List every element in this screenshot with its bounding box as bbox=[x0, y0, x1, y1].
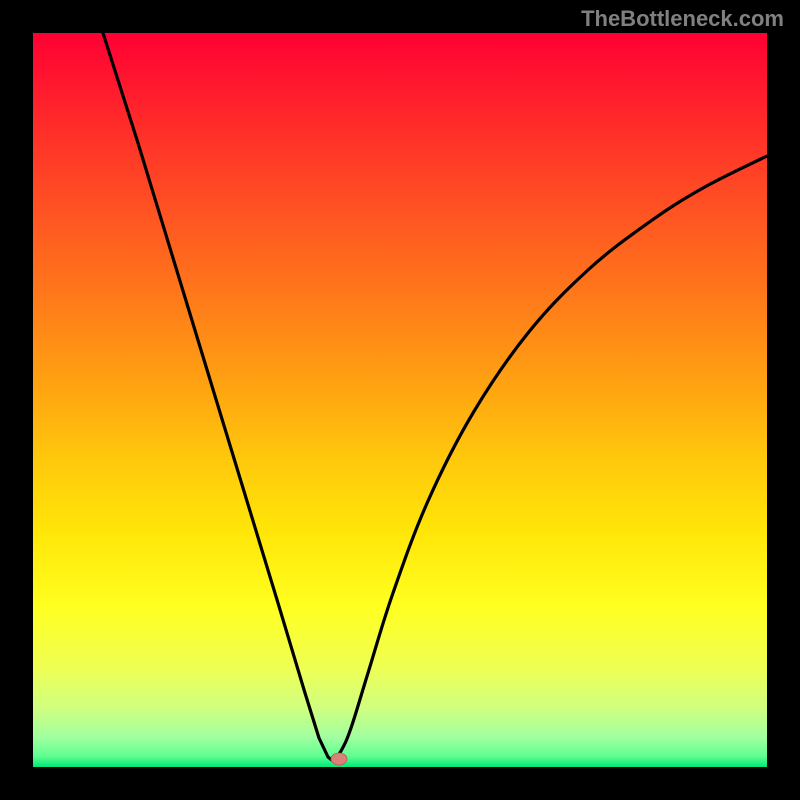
watermark-label: TheBottleneck.com bbox=[581, 6, 784, 32]
plot-svg bbox=[0, 0, 800, 800]
plot-area bbox=[33, 33, 767, 767]
chart-container: TheBottleneck.com bbox=[0, 0, 800, 800]
optimum-marker bbox=[331, 753, 347, 765]
